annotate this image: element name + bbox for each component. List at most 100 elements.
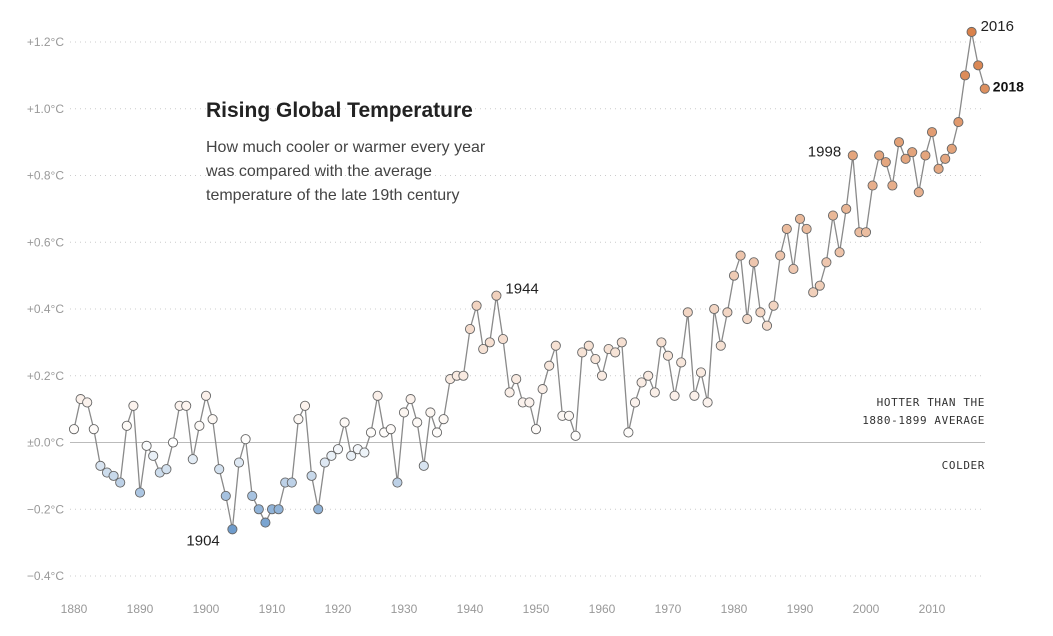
y-tick-label: +0.2°C: [27, 369, 64, 383]
data-point-1891: [141, 440, 152, 451]
x-tick-label: 1990: [787, 602, 814, 616]
y-tick-label: +0.4°C: [27, 302, 64, 316]
data-point-1911: [273, 504, 284, 515]
data-point-1900: [200, 390, 212, 401]
data-point-1978: [715, 340, 726, 351]
x-tick-label: 1890: [127, 602, 154, 616]
x-tick-label: 1980: [721, 602, 748, 616]
data-point-1909: [260, 517, 271, 528]
x-tick-label: 1940: [457, 602, 484, 616]
data-point-2018: [979, 83, 990, 94]
year-annotations: 1904 1944 1998 2016 2018: [186, 18, 1024, 549]
data-point-1898: [187, 454, 198, 465]
data-point-1928: [385, 424, 396, 435]
y-axis-ticks: +1.2°C +1.0°C +0.8°C +0.6°C +0.4°C +0.2°C ±0.0…: [27, 35, 64, 583]
x-tick-label: 1970: [655, 602, 682, 616]
data-point-1895: [167, 437, 179, 448]
data-point-2000: [860, 227, 872, 238]
y-tick-label: +0.8°C: [27, 169, 64, 183]
data-point-1907: [247, 490, 258, 501]
data-point-1973: [682, 307, 693, 318]
data-point-1894: [161, 464, 172, 475]
data-point-1970: [662, 350, 674, 361]
data-point-1940: [464, 323, 476, 335]
data-point-1926: [372, 390, 383, 401]
data-point-1968: [649, 387, 660, 398]
data-point-1933: [418, 460, 429, 471]
data-point-1905: [233, 457, 245, 468]
data-point-1990: [794, 213, 806, 224]
data-point-1967: [643, 370, 654, 381]
data-point-1890: [134, 487, 146, 498]
data-point-1965: [629, 397, 641, 408]
title-block: Rising Global Temperature How much coole…: [205, 99, 486, 204]
data-point-2012: [940, 153, 951, 164]
data-point-1964: [623, 427, 634, 438]
data-point-1989: [788, 263, 799, 275]
x-tick-label: 1960: [589, 602, 616, 616]
y-tick-label: +1.2°C: [27, 35, 64, 49]
data-point-1980: [728, 270, 740, 281]
data-point-2003: [880, 157, 891, 168]
data-point-1892: [148, 450, 159, 461]
x-tick-label: 1910: [259, 602, 286, 616]
data-point-1997: [841, 203, 852, 214]
data-point-1974: [689, 390, 700, 401]
data-point-1985: [761, 320, 773, 331]
x-tick-label: 1900: [193, 602, 220, 616]
data-point-1958: [583, 340, 594, 351]
data-point-2007: [907, 147, 918, 158]
data-point-2017: [973, 60, 984, 71]
data-point-1987: [775, 250, 786, 261]
data-point-1932: [412, 417, 423, 428]
data-point-2015: [959, 70, 971, 81]
hotter-label-line-1: HOTTER THAN THE: [877, 396, 985, 409]
data-point-1897: [181, 400, 192, 411]
data-point-1913: [286, 477, 297, 488]
data-point-2005: [893, 137, 905, 148]
data-point-1975: [695, 367, 707, 378]
data-point-1998: [847, 150, 858, 161]
chart-subtitle-line-3: temperature of the late 19th century: [206, 187, 459, 204]
data-point-1963: [616, 337, 627, 348]
annotation-2018: 2018: [993, 79, 1024, 95]
data-point-1917: [313, 504, 324, 515]
data-point-1979: [722, 307, 733, 318]
x-tick-label: 2010: [919, 602, 946, 616]
data-point-1887: [115, 477, 126, 488]
data-point-2001: [867, 180, 878, 191]
data-point-1986: [768, 300, 779, 311]
data-point-2006: [900, 153, 911, 164]
x-axis-ticks: 1880 1890 1900 1910 1920 1930 1940 1950 1960 1970…: [61, 602, 946, 616]
data-point-1950: [530, 424, 542, 435]
data-point-1953: [550, 340, 561, 351]
data-point-1934: [425, 407, 436, 418]
data-point-1931: [405, 394, 416, 405]
colder-label: COLDER: [942, 459, 985, 472]
data-point-1884: [95, 460, 106, 471]
data-point-1952: [544, 360, 555, 371]
data-point-1942: [478, 343, 489, 355]
data-point-1959: [590, 354, 601, 365]
annotation-2016: 2016: [981, 18, 1014, 35]
data-point-1994: [821, 257, 832, 268]
data-point-1941: [471, 300, 482, 311]
annotation-1944: 1944: [505, 281, 538, 298]
data-point-2008: [913, 187, 924, 198]
data-point-1880: [68, 424, 80, 435]
data-point-1925: [365, 427, 377, 438]
data-point-1924: [359, 447, 370, 458]
data-point-1956: [570, 430, 581, 441]
annotation-1904: 1904: [186, 532, 219, 549]
data-point-1949: [524, 397, 535, 408]
data-point-1919: [326, 450, 337, 461]
data-point-2013: [946, 143, 957, 154]
data-point-1945: [497, 333, 509, 345]
x-tick-label: 1920: [325, 602, 352, 616]
data-point-2014: [953, 117, 964, 128]
data-point-1935: [431, 427, 443, 438]
data-point-1908: [253, 504, 264, 515]
data-point-1901: [207, 414, 218, 425]
x-tick-label: 1880: [61, 602, 88, 616]
data-point-1918: [319, 457, 330, 468]
